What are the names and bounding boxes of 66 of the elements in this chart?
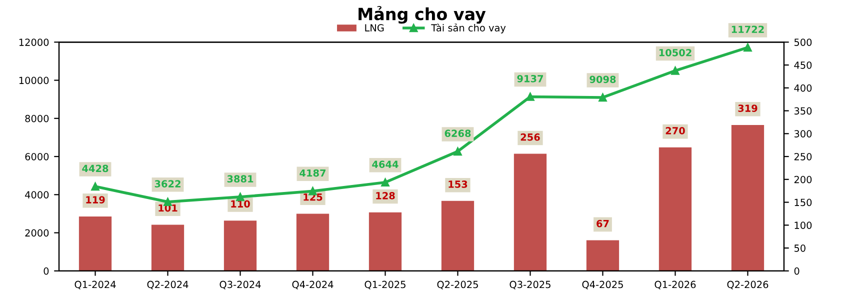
y-tick-label: 10000 xyxy=(19,76,49,84)
x-tick-label: Q4-2025 xyxy=(582,280,623,290)
point xyxy=(744,43,752,52)
y-tick-label: 2000 xyxy=(25,229,49,237)
data-label: 3622 xyxy=(154,180,180,188)
y-tick-label: 4000 xyxy=(25,191,49,198)
data-label: 67 xyxy=(596,220,609,228)
bar xyxy=(368,212,402,271)
data-label: 9098 xyxy=(590,76,616,84)
x-tick-label: Q3-2024 xyxy=(220,280,261,290)
y-tick-label: 8000 xyxy=(25,114,49,122)
y2-tick-label: 200 xyxy=(794,176,812,184)
bar xyxy=(731,124,764,271)
bar xyxy=(78,216,112,271)
y2-tick-label: 350 xyxy=(794,107,812,115)
bar xyxy=(441,200,474,271)
y2-tick-label: 250 xyxy=(794,153,812,160)
x-tick-label: Q1-2026 xyxy=(654,280,696,290)
point xyxy=(598,93,607,102)
point xyxy=(526,92,534,101)
legend-label: Tài sản cho vay xyxy=(431,23,506,34)
data-label: 319 xyxy=(738,104,758,112)
legend-label: LNG xyxy=(365,24,384,32)
data-label: 270 xyxy=(666,127,685,134)
y2-tick-label: 450 xyxy=(794,61,812,69)
y2-tick-label: 300 xyxy=(794,130,812,138)
x-tick-label: Q2-2024 xyxy=(147,280,188,290)
y2-tick-label: 100 xyxy=(794,222,812,229)
x-tick-label: Q1-2025 xyxy=(364,280,406,290)
x-tick-label: Q2-2026 xyxy=(727,280,768,290)
bar xyxy=(151,224,184,271)
data-label: 4187 xyxy=(300,169,326,177)
y-tick-label: 0 xyxy=(44,267,49,275)
bar xyxy=(658,147,692,271)
data-label: 4644 xyxy=(372,160,398,168)
data-label: 256 xyxy=(520,133,540,141)
y2-tick-label: 150 xyxy=(794,198,812,206)
data-label: 119 xyxy=(86,196,105,204)
data-label: 9137 xyxy=(517,74,544,82)
y-tick-label: 12000 xyxy=(19,38,49,46)
data-label: 6268 xyxy=(444,130,471,138)
data-label: 10502 xyxy=(659,48,692,56)
y-tick-label: 6000 xyxy=(25,153,49,160)
data-label: 3881 xyxy=(227,175,254,183)
point xyxy=(454,147,462,156)
point xyxy=(671,66,680,75)
data-label: 128 xyxy=(376,192,395,200)
x-tick-label: Q3-2025 xyxy=(510,280,550,290)
data-label: 4428 xyxy=(82,164,108,172)
y2-tick-label: 400 xyxy=(794,84,812,92)
point xyxy=(381,178,390,187)
chart-title: Mảng cho vay xyxy=(358,6,486,24)
point xyxy=(91,182,100,191)
data-label: 11722 xyxy=(732,26,764,33)
x-tick-label: Q4-2024 xyxy=(292,280,334,290)
x-tick-label: Q1-2024 xyxy=(74,280,116,290)
data-label: 153 xyxy=(448,180,468,188)
x-tick-label: Q2-2025 xyxy=(437,280,478,290)
bar xyxy=(514,154,547,271)
y2-tick-label: 500 xyxy=(794,38,812,46)
y2-tick-label: 0 xyxy=(794,267,800,275)
data-label: 110 xyxy=(231,200,250,208)
bar xyxy=(586,240,620,271)
bar xyxy=(224,220,257,271)
y2-tick-label: 50 xyxy=(794,244,806,252)
bar xyxy=(296,214,330,271)
